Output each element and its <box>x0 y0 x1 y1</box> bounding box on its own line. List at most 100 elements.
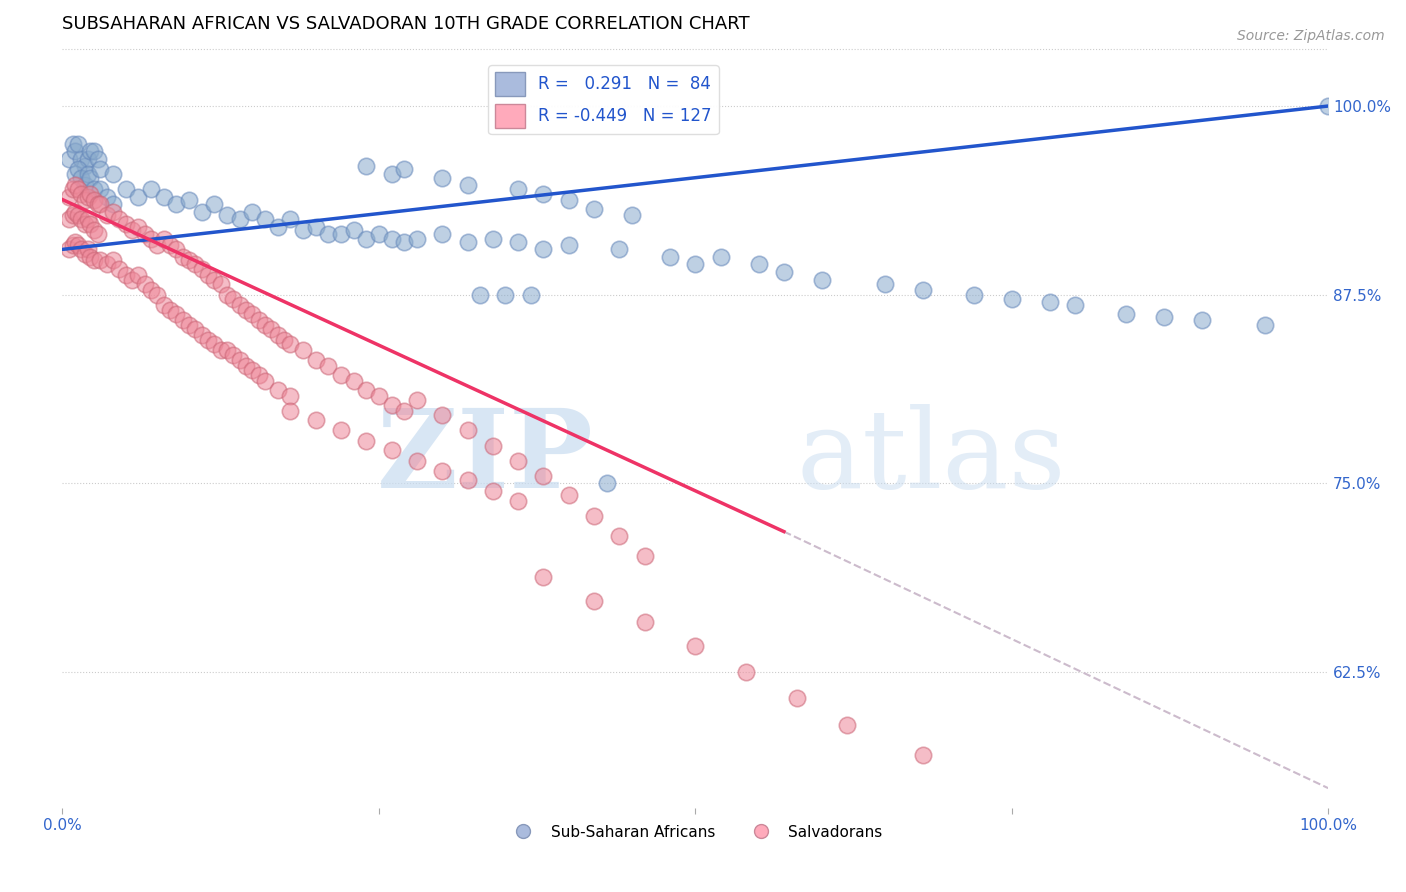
Point <box>508 453 530 467</box>
Point <box>159 238 181 252</box>
Point <box>62 136 84 151</box>
Point <box>240 307 263 321</box>
Point <box>114 182 136 196</box>
Point <box>76 243 98 257</box>
Point <box>165 197 187 211</box>
Point <box>609 243 631 257</box>
Point <box>558 238 581 252</box>
Point <box>342 223 364 237</box>
Point <box>75 193 97 207</box>
Point <box>75 247 97 261</box>
Point <box>1064 298 1087 312</box>
Point <box>101 197 124 211</box>
Point <box>342 374 364 388</box>
Point <box>432 464 454 478</box>
Point <box>405 453 427 467</box>
Point <box>89 162 111 177</box>
Point <box>139 182 162 196</box>
Point <box>228 352 250 367</box>
Point <box>79 250 101 264</box>
Point <box>62 182 84 196</box>
Point <box>62 238 84 252</box>
Point <box>165 307 187 321</box>
Point <box>228 212 250 227</box>
Point <box>70 243 93 257</box>
Point <box>235 302 257 317</box>
Point <box>304 413 326 427</box>
Point <box>222 292 245 306</box>
Point <box>79 217 101 231</box>
Point <box>583 594 606 608</box>
Point <box>172 313 194 327</box>
Point <box>380 167 402 181</box>
Point <box>83 145 105 159</box>
Point <box>121 272 143 286</box>
Point <box>811 272 834 286</box>
Text: atlas: atlas <box>797 404 1066 511</box>
Point <box>190 262 212 277</box>
Point <box>304 219 326 234</box>
Point <box>316 359 339 373</box>
Point <box>101 204 124 219</box>
Point <box>253 212 276 227</box>
Point <box>209 277 232 291</box>
Point <box>457 178 479 192</box>
Point <box>380 232 402 246</box>
Point <box>508 182 530 196</box>
Point <box>1039 295 1062 310</box>
Point <box>235 359 257 373</box>
Point <box>278 404 301 418</box>
Point <box>89 182 111 196</box>
Point <box>432 171 454 186</box>
Point <box>278 337 301 351</box>
Point <box>202 337 225 351</box>
Point <box>184 258 207 272</box>
Point <box>70 152 93 166</box>
Point <box>177 193 200 207</box>
Point <box>253 374 276 388</box>
Point <box>96 258 118 272</box>
Point <box>63 235 86 249</box>
Point <box>66 208 89 222</box>
Point <box>329 424 352 438</box>
Point <box>76 167 98 181</box>
Point <box>108 262 131 277</box>
Point <box>114 268 136 282</box>
Point <box>66 162 89 177</box>
Point <box>134 277 156 291</box>
Point <box>392 235 415 249</box>
Point <box>495 287 517 301</box>
Point <box>685 640 707 654</box>
Point <box>89 252 111 267</box>
Point <box>273 333 295 347</box>
Point <box>139 232 162 246</box>
Point <box>304 352 326 367</box>
Point <box>329 368 352 382</box>
Point <box>1317 99 1340 113</box>
Point <box>609 529 631 543</box>
Point <box>240 363 263 377</box>
Legend: Sub-Saharan Africans, Salvadorans: Sub-Saharan Africans, Salvadorans <box>502 819 889 846</box>
Point <box>66 238 89 252</box>
Point <box>508 235 530 249</box>
Point <box>380 398 402 412</box>
Point <box>215 208 238 222</box>
Point <box>83 182 105 196</box>
Point <box>659 250 682 264</box>
Point <box>634 549 657 563</box>
Point <box>70 186 93 201</box>
Point <box>96 189 118 203</box>
Point <box>89 197 111 211</box>
Point <box>87 197 110 211</box>
Point <box>75 160 97 174</box>
Point <box>177 318 200 332</box>
Point <box>83 223 105 237</box>
Point <box>127 268 149 282</box>
Point <box>240 204 263 219</box>
Point <box>482 232 505 246</box>
Point <box>367 389 389 403</box>
Point <box>470 287 492 301</box>
Point <box>596 476 619 491</box>
Point <box>354 434 377 448</box>
Point <box>316 227 339 242</box>
